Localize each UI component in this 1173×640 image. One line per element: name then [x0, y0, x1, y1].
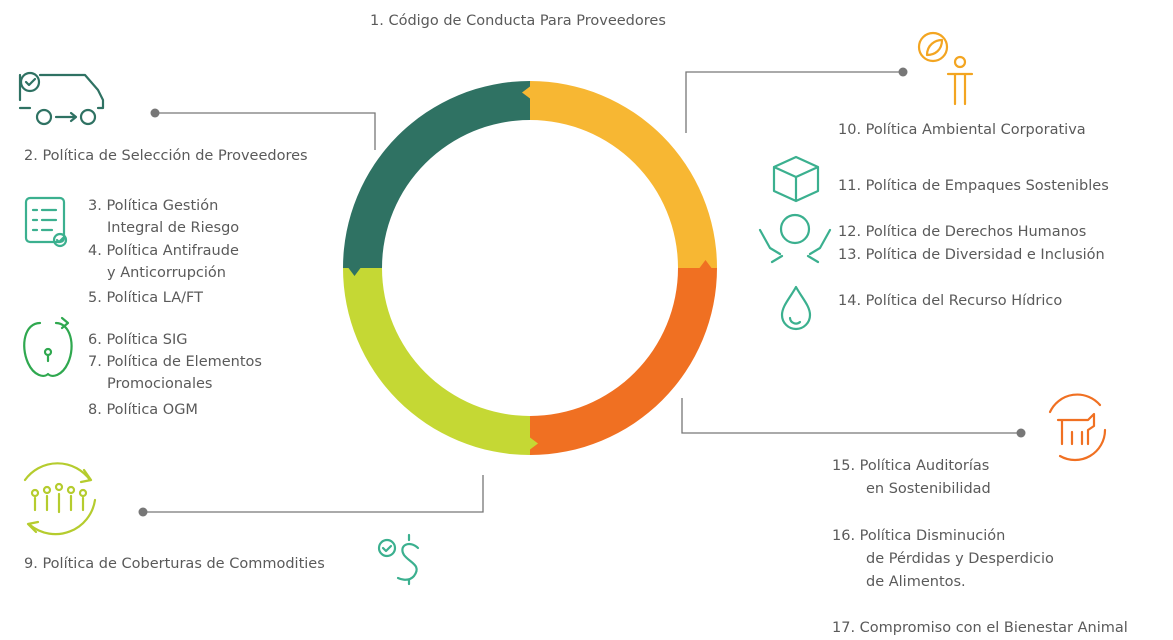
ring-segment: [530, 268, 717, 455]
item-text: 11. Política de Empaques Sostenibles: [838, 178, 1109, 194]
apple-lock-icon: [23, 316, 73, 377]
leaf-person-icon: [917, 31, 974, 106]
item-text: 7. Política de Elementos: [88, 354, 262, 370]
item-text: 12. Política de Derechos Humanos: [838, 224, 1086, 240]
item-text: 6. Política SIG: [88, 332, 188, 348]
connector-dot: [1016, 428, 1026, 438]
item-text: 10. Política Ambiental Corporativa: [838, 122, 1086, 138]
item-text: 9. Política de Coberturas de Commodities: [24, 556, 325, 572]
ring-segment: [343, 268, 530, 455]
item-text: 8. Política OGM: [88, 402, 198, 418]
ring-arrow: [522, 86, 530, 99]
item-text: 4. Política Antifraude: [88, 243, 239, 259]
connector-dot: [138, 507, 148, 517]
item-text: 17. Compromiso con el Bienestar Animal: [832, 620, 1128, 636]
connector-dot: [150, 108, 160, 118]
truck-icon: [18, 71, 105, 126]
connector: [685, 71, 903, 133]
item-text: 5. Política LA/FT: [88, 290, 203, 306]
item-text: 2. Política de Selección de Proveedores: [24, 148, 308, 164]
item-text: Promocionales: [107, 376, 212, 392]
item-text: Integral de Riesgo: [107, 220, 239, 236]
connector-dot: [898, 67, 908, 77]
checklist-icon: [24, 196, 68, 248]
title: 1. Código de Conducta Para Proveedores: [370, 13, 666, 29]
item-text: en Sostenibilidad: [866, 481, 991, 497]
cow-cycle-icon: [1048, 393, 1107, 462]
people-cycle-icon: [23, 462, 97, 536]
item-text: de Pérdidas y Desperdicio: [866, 551, 1054, 567]
ring-arrow: [530, 437, 538, 450]
ring-arrow: [699, 260, 712, 268]
item-text: 3. Política Gestión: [88, 198, 218, 214]
hands-globe-icon: [758, 213, 832, 264]
ring-segment: [530, 81, 717, 268]
item-text: y Anticorrupción: [107, 265, 226, 281]
connector: [155, 112, 376, 150]
box-icon: [772, 155, 820, 203]
item-text: de Alimentos.: [866, 574, 966, 590]
connector: [143, 475, 484, 513]
connector: [681, 398, 1021, 434]
ring-segment: [343, 81, 530, 268]
money-icon: [377, 533, 420, 586]
item-text: 14. Política del Recurso Hídrico: [838, 293, 1062, 309]
item-text: 13. Política de Diversidad e Inclusión: [838, 247, 1105, 263]
item-text: 16. Política Disminución: [832, 528, 1005, 544]
item-text: 15. Política Auditorías: [832, 458, 989, 474]
drop-icon: [780, 285, 812, 331]
ring: [343, 81, 717, 455]
ring-arrow: [348, 268, 361, 276]
